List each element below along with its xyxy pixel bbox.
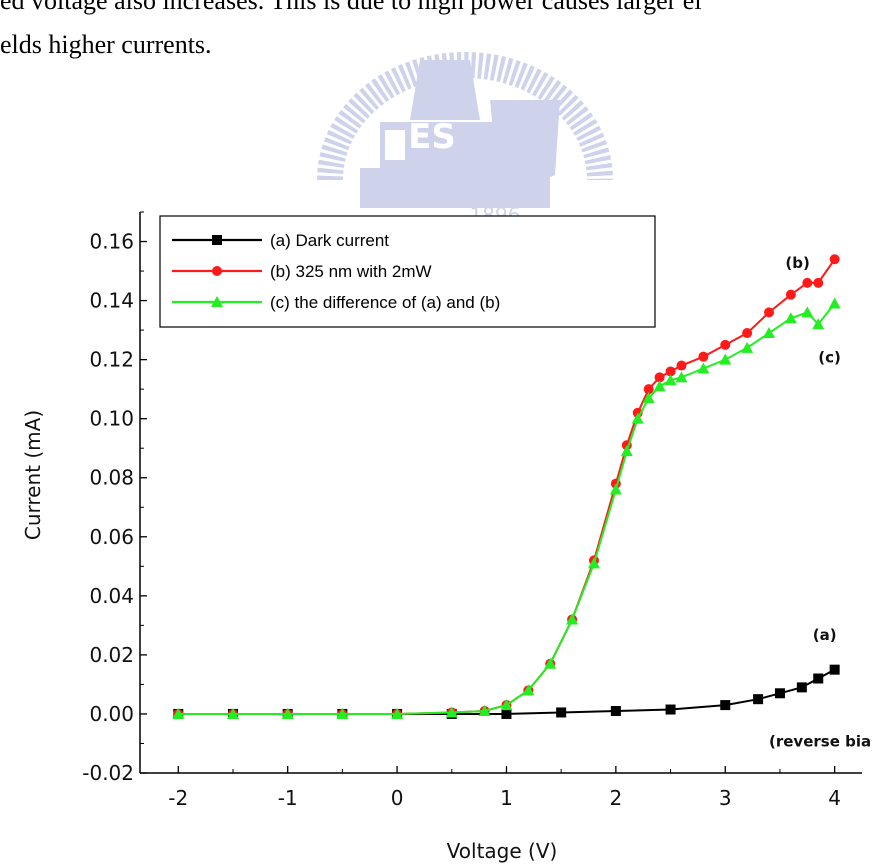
y-tick-label: 0.08	[89, 466, 134, 490]
data-point	[813, 277, 824, 288]
y-tick-label: 0.14	[89, 289, 134, 313]
data-point	[544, 657, 557, 669]
x-tick-label: 0	[391, 786, 404, 810]
legend-marker	[211, 296, 223, 307]
data-point	[742, 328, 753, 339]
data-point	[753, 694, 764, 705]
x-axis-ticks: -2 -1 0 1 2 3 4	[168, 766, 841, 810]
data-point	[566, 613, 579, 625]
annotation-label: (reverse bias)	[769, 732, 872, 750]
plot-area	[139, 212, 862, 774]
data-point	[501, 708, 512, 719]
data-point	[802, 277, 813, 288]
data-point	[829, 664, 840, 675]
data-point	[741, 341, 754, 353]
watermark-tower	[410, 60, 480, 120]
data-point	[556, 707, 567, 718]
data-point	[785, 289, 796, 300]
legend-marker	[212, 266, 222, 276]
legend-label: (b) 325 nm with 2mW	[270, 262, 432, 281]
annotation-label: (c)	[818, 349, 841, 367]
data-point	[796, 682, 807, 693]
data-point	[801, 306, 814, 318]
y-axis-ticks: -0.02 0.00 0.02 0.04 0.06 0.08 0.10 0.12 0.14 0.1…	[82, 211, 147, 785]
data-point	[828, 297, 841, 309]
legend-marker	[212, 235, 222, 245]
watermark-base	[360, 168, 550, 208]
data-point	[631, 412, 644, 424]
series-1	[173, 664, 840, 719]
data-point	[478, 704, 491, 716]
data-point	[774, 688, 785, 699]
x-tick-label: 1	[500, 786, 513, 810]
data-point	[675, 371, 688, 383]
x-tick-label: 2	[609, 786, 622, 810]
body-text-line-2: elds higher currents.	[0, 30, 212, 59]
data-point	[609, 483, 622, 495]
x-tick-label: 4	[828, 786, 841, 810]
legend: (a) Dark current (b) 325 nm with 2mW (c) t…	[159, 215, 656, 328]
data-point	[664, 374, 677, 386]
data-point	[654, 372, 665, 383]
data-point	[665, 704, 676, 715]
data-series	[172, 254, 841, 719]
y-tick-label: 0.16	[89, 230, 134, 254]
data-point	[665, 366, 676, 377]
data-point	[587, 557, 600, 569]
legend-label: (a) Dark current	[270, 231, 389, 250]
university-seal-watermark: ES 1896	[317, 52, 613, 227]
data-point	[445, 706, 458, 718]
y-tick-label: -0.02	[82, 761, 134, 785]
annotation-label: (a)	[813, 626, 837, 644]
y-axis-title: Current (mA)	[21, 410, 45, 540]
watermark-letters: ES	[408, 117, 456, 157]
data-point	[642, 392, 655, 404]
data-point	[697, 362, 710, 374]
y-tick-label: 0.10	[89, 407, 134, 431]
data-point	[610, 705, 621, 716]
data-point	[720, 339, 731, 350]
data-point	[829, 254, 840, 265]
data-point	[391, 707, 404, 719]
x-axis-title: Voltage (V)	[447, 839, 558, 863]
y-tick-label: 0.04	[89, 584, 134, 608]
data-point	[643, 384, 654, 395]
data-point	[812, 318, 825, 330]
series-3	[172, 297, 841, 719]
annotations: (b) (c) (a) (reverse bias)	[769, 254, 872, 750]
data-point	[500, 699, 513, 711]
data-point	[281, 707, 294, 719]
data-point	[522, 684, 535, 696]
y-tick-label: 0.06	[89, 525, 134, 549]
data-point	[172, 707, 185, 719]
legend-label: (c) the difference of (a) and (b)	[270, 293, 500, 312]
x-tick-label: -1	[278, 786, 298, 810]
y-tick-label: 0.12	[89, 348, 134, 372]
data-point	[720, 700, 731, 711]
y-tick-label: 0.00	[89, 702, 134, 726]
data-point	[719, 353, 732, 365]
annotation-label: (b)	[785, 254, 809, 272]
series-line	[178, 302, 836, 715]
data-point	[784, 312, 797, 324]
data-point	[764, 307, 775, 318]
data-point	[676, 360, 687, 371]
data-point	[620, 445, 633, 457]
body-text-line-1: ed voltage also increases. This is due t…	[0, 0, 702, 15]
watermark-window	[385, 130, 405, 160]
data-point	[653, 380, 666, 392]
x-tick-label: 3	[719, 786, 732, 810]
data-point	[336, 707, 349, 719]
y-tick-label: 0.02	[89, 643, 134, 667]
data-point	[226, 707, 239, 719]
data-point	[763, 327, 776, 339]
x-tick-label: -2	[168, 786, 188, 810]
data-point	[698, 351, 709, 362]
data-point	[813, 673, 824, 684]
